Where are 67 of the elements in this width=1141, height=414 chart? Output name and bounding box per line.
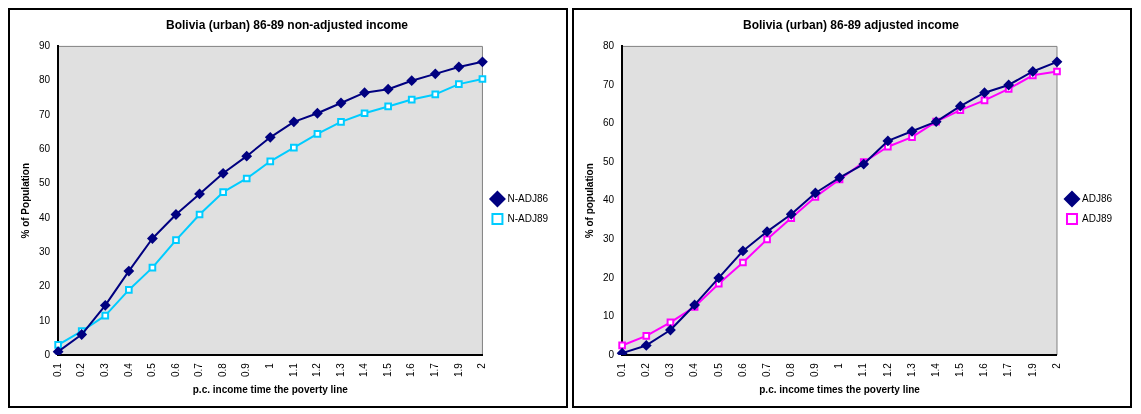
chart-title: Bolivia (urban) 86-89 non-adjusted income: [165, 17, 409, 32]
x-tick-label: 1.2: [311, 362, 323, 377]
y-tick-label: 50: [603, 155, 615, 167]
x-tick-label: 2: [1050, 362, 1062, 369]
x-tick-label: 1: [264, 362, 276, 369]
y-tick-label: 40: [603, 194, 615, 206]
x-axis-title: p.c. income times the poverty line: [759, 383, 921, 395]
y-tick-label: 80: [39, 74, 51, 86]
x-tick-label: 0.2: [75, 362, 87, 377]
y-axis-title: % of population: [583, 163, 595, 239]
x-tick-label: 0.8: [216, 362, 228, 377]
y-tick-label: 90: [39, 40, 51, 52]
x-tick-label: 0.8: [784, 362, 796, 377]
x-tick-label: 1.3: [334, 362, 346, 377]
x-tick-label: 1.6: [978, 362, 990, 377]
x-tick-label: 0.2: [640, 362, 652, 377]
x-tick-label: 0.4: [688, 362, 700, 377]
x-tick-label: 1.5: [954, 362, 966, 377]
legend-label: ADJ86: [1081, 192, 1113, 204]
x-tick-label: 1.7: [1002, 362, 1014, 377]
x-tick-label: 1.9: [452, 362, 464, 377]
y-tick-label: 0: [44, 348, 51, 360]
x-tick-label: 0.4: [122, 362, 134, 377]
y-tick-label: 60: [603, 117, 615, 129]
x-tick-label: 1.4: [358, 362, 370, 377]
x-tick-label: 2: [476, 362, 488, 369]
x-tick-label: 0.5: [712, 362, 724, 377]
x-tick-label: 1.2: [881, 362, 893, 377]
y-tick-label: 70: [39, 108, 51, 120]
y-tick-label: 70: [603, 78, 615, 90]
legend-label: N-ADJ89: [507, 212, 549, 224]
x-axis-title: p.c. income time the poverty line: [192, 383, 349, 395]
y-tick-label: 40: [39, 211, 51, 223]
x-tick-label: 0.7: [760, 362, 772, 377]
y-tick-label: 10: [39, 314, 51, 326]
y-tick-label: 60: [39, 143, 51, 155]
y-tick-label: 30: [603, 233, 615, 245]
x-tick-label: 1.9: [1026, 362, 1038, 377]
legend-label: ADJ89: [1081, 212, 1113, 224]
x-tick-label: 0.3: [664, 362, 676, 377]
x-tick-label: 0.6: [736, 362, 748, 377]
x-tick-label: 0.3: [99, 362, 111, 377]
x-tick-label: 0.9: [809, 362, 821, 377]
x-tick-label: 1.7: [429, 362, 441, 377]
x-tick-label: 0.1: [615, 362, 627, 377]
x-tick-label: 1.6: [405, 362, 417, 377]
x-tick-label: 1.1: [287, 362, 299, 377]
x-tick-label: 0.7: [193, 362, 205, 377]
chart-title: Bolivia (urban) 86-89 adjusted income: [742, 17, 960, 32]
y-tick-label: 20: [603, 271, 615, 283]
x-tick-label: 0.1: [51, 362, 63, 377]
x-tick-label: 0.5: [146, 362, 158, 377]
y-tick-label: 80: [603, 40, 615, 52]
y-tick-label: 10: [603, 310, 615, 322]
y-tick-label: 0: [608, 348, 615, 360]
y-tick-label: 50: [39, 177, 51, 189]
y-tick-label: 30: [39, 245, 51, 257]
x-tick-label: 1.1: [857, 362, 869, 377]
x-tick-label: 0.9: [240, 362, 252, 377]
x-tick-label: 1.5: [381, 362, 393, 377]
legend-label: N-ADJ86: [507, 192, 549, 204]
x-tick-label: 0.6: [169, 362, 181, 377]
y-axis-title: % of Population: [19, 162, 31, 239]
x-tick-label: 1.4: [929, 362, 941, 377]
x-tick-label: 1.3: [905, 362, 917, 377]
x-tick-label: 1: [833, 362, 845, 369]
y-tick-label: 20: [39, 280, 51, 292]
